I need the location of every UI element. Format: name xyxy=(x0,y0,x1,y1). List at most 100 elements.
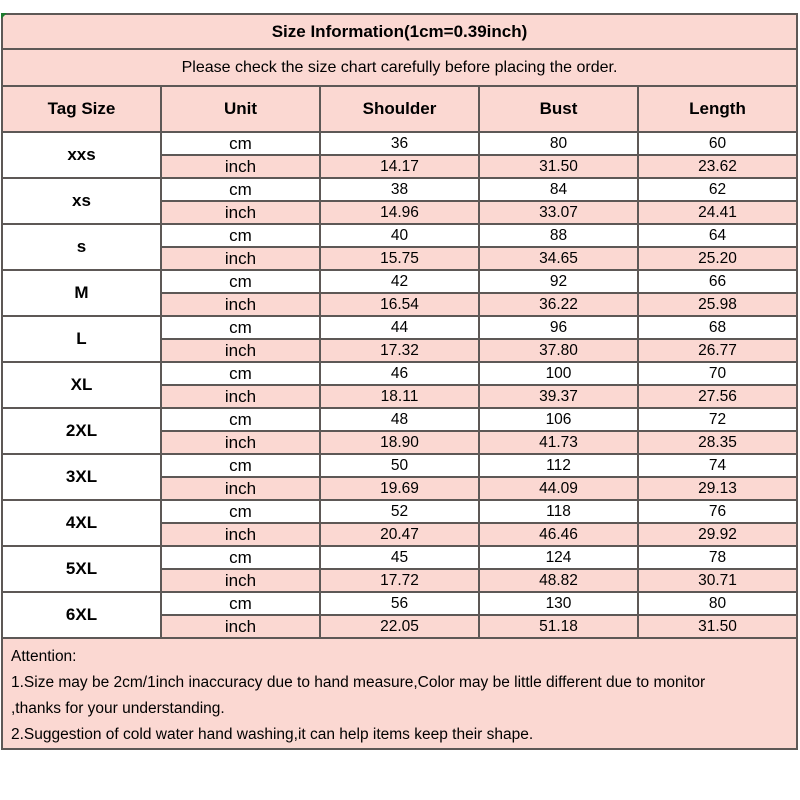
length-inch-value: 31.50 xyxy=(637,614,798,639)
length-cm-value: 78 xyxy=(637,545,798,570)
unit-cell-cm: cm xyxy=(160,177,321,202)
page-subtitle: Please check the size chart carefully be… xyxy=(1,48,798,87)
unit-cell-inch: inch xyxy=(160,154,321,179)
tag-size-cell: xxs xyxy=(1,131,162,179)
page-title: Size Information(1cm=0.39inch) xyxy=(1,13,798,50)
size-row-inch: inch 14.96 33.07 24.41 xyxy=(2,200,798,225)
length-cm-value: 60 xyxy=(637,131,798,156)
shoulder-inch-value: 14.17 xyxy=(319,154,480,179)
unit-cell-inch: inch xyxy=(160,292,321,317)
length-inch-value: 29.13 xyxy=(637,476,798,501)
size-chart: Size Information(1cm=0.39inch) Please ch… xyxy=(1,13,798,750)
tag-size-cell: 6XL xyxy=(1,591,162,639)
length-inch-value: 26.77 xyxy=(637,338,798,363)
tag-size-cell: XL xyxy=(1,361,162,409)
bust-cm-value: 96 xyxy=(478,315,639,340)
bust-inch-value: 33.07 xyxy=(478,200,639,225)
bust-cm-value: 88 xyxy=(478,223,639,248)
attention-row: Attention: 1.Size may be 2cm/1inch inacc… xyxy=(1,637,798,750)
size-row-cm: 2XL cm 48 106 72 xyxy=(1,407,798,455)
unit-cell-inch: inch xyxy=(160,430,321,455)
bust-inch-value: 46.46 xyxy=(478,522,639,547)
bust-inch-value: 51.18 xyxy=(478,614,639,639)
size-row-inch: inch 22.05 51.18 31.50 xyxy=(2,614,798,639)
size-row-inch: inch 15.75 34.65 25.20 xyxy=(2,246,798,271)
bust-cm-value: 106 xyxy=(478,407,639,432)
tag-size-cell: 4XL xyxy=(1,499,162,547)
size-row-cm: xxs cm 36 80 60 xyxy=(1,131,798,179)
size-row-cm: 3XL cm 50 112 74 xyxy=(1,453,798,501)
bust-cm-value: 112 xyxy=(478,453,639,478)
unit-cell-cm: cm xyxy=(160,361,321,386)
size-row-inch: inch 20.47 46.46 29.92 xyxy=(2,522,798,547)
tag-size-cell: 2XL xyxy=(1,407,162,455)
bust-cm-value: 92 xyxy=(478,269,639,294)
length-cm-value: 62 xyxy=(637,177,798,202)
length-cm-value: 68 xyxy=(637,315,798,340)
size-row-inch: inch 16.54 36.22 25.98 xyxy=(2,292,798,317)
length-inch-value: 25.98 xyxy=(637,292,798,317)
size-row-cm: 5XL cm 45 124 78 xyxy=(1,545,798,593)
shoulder-cm-value: 52 xyxy=(319,499,480,524)
bust-inch-value: 37.80 xyxy=(478,338,639,363)
column-header-bust: Bust xyxy=(478,85,639,133)
length-inch-value: 23.62 xyxy=(637,154,798,179)
bust-inch-value: 36.22 xyxy=(478,292,639,317)
size-row-inch: inch 17.32 37.80 26.77 xyxy=(2,338,798,363)
unit-cell-inch: inch xyxy=(160,384,321,409)
unit-cell-cm: cm xyxy=(160,269,321,294)
column-header-tag-size: Tag Size xyxy=(1,85,162,133)
attention-line-3: 2.Suggestion of cold water hand washing,… xyxy=(11,726,534,743)
shoulder-cm-value: 44 xyxy=(319,315,480,340)
attention-section: Attention: 1.Size may be 2cm/1inch inacc… xyxy=(1,637,798,750)
unit-cell-cm: cm xyxy=(160,545,321,570)
bust-inch-value: 34.65 xyxy=(478,246,639,271)
length-cm-value: 70 xyxy=(637,361,798,386)
size-row-cm: xs cm 38 84 62 xyxy=(1,177,798,225)
length-cm-value: 80 xyxy=(637,591,798,616)
length-inch-value: 28.35 xyxy=(637,430,798,455)
bust-inch-value: 39.37 xyxy=(478,384,639,409)
length-inch-value: 27.56 xyxy=(637,384,798,409)
shoulder-cm-value: 50 xyxy=(319,453,480,478)
shoulder-inch-value: 17.72 xyxy=(319,568,480,593)
tag-size-cell: 5XL xyxy=(1,545,162,593)
corner-artifact xyxy=(1,13,7,19)
unit-cell-cm: cm xyxy=(160,407,321,432)
size-row-cm: s cm 40 88 64 xyxy=(1,223,798,271)
length-cm-value: 66 xyxy=(637,269,798,294)
size-row-inch: inch 18.11 39.37 27.56 xyxy=(2,384,798,409)
unit-cell-inch: inch xyxy=(160,476,321,501)
unit-cell-inch: inch xyxy=(160,614,321,639)
attention-line-2: ,thanks for your understanding. xyxy=(11,700,225,717)
unit-cell-inch: inch xyxy=(160,246,321,271)
unit-cell-cm: cm xyxy=(160,591,321,616)
size-row-inch: inch 14.17 31.50 23.62 xyxy=(2,154,798,179)
bust-inch-value: 41.73 xyxy=(478,430,639,455)
column-header-unit: Unit xyxy=(160,85,321,133)
size-table-body: xxs cm 36 80 60 inch 14.17 31.50 23.62 xs cm 38 84 62… xyxy=(1,131,798,639)
shoulder-cm-value: 45 xyxy=(319,545,480,570)
tag-size-cell: xs xyxy=(1,177,162,225)
length-inch-value: 30.71 xyxy=(637,568,798,593)
unit-cell-inch: inch xyxy=(160,522,321,547)
attention-heading: Attention: xyxy=(11,648,77,665)
bust-cm-value: 84 xyxy=(478,177,639,202)
bust-cm-value: 100 xyxy=(478,361,639,386)
shoulder-inch-value: 17.32 xyxy=(319,338,480,363)
shoulder-cm-value: 40 xyxy=(319,223,480,248)
unit-cell-inch: inch xyxy=(160,568,321,593)
length-inch-value: 24.41 xyxy=(637,200,798,225)
tag-size-cell: L xyxy=(1,315,162,363)
tag-size-cell: M xyxy=(1,269,162,317)
size-row-inch: inch 18.90 41.73 28.35 xyxy=(2,430,798,455)
shoulder-inch-value: 15.75 xyxy=(319,246,480,271)
bust-inch-value: 31.50 xyxy=(478,154,639,179)
size-chart-table: Size Information(1cm=0.39inch) Please ch… xyxy=(1,13,798,750)
bust-cm-value: 130 xyxy=(478,591,639,616)
title-row: Size Information(1cm=0.39inch) xyxy=(1,13,798,50)
subtitle-row: Please check the size chart carefully be… xyxy=(1,48,798,87)
length-cm-value: 76 xyxy=(637,499,798,524)
column-header-row: Tag Size Unit Shoulder Bust Length xyxy=(1,85,798,133)
